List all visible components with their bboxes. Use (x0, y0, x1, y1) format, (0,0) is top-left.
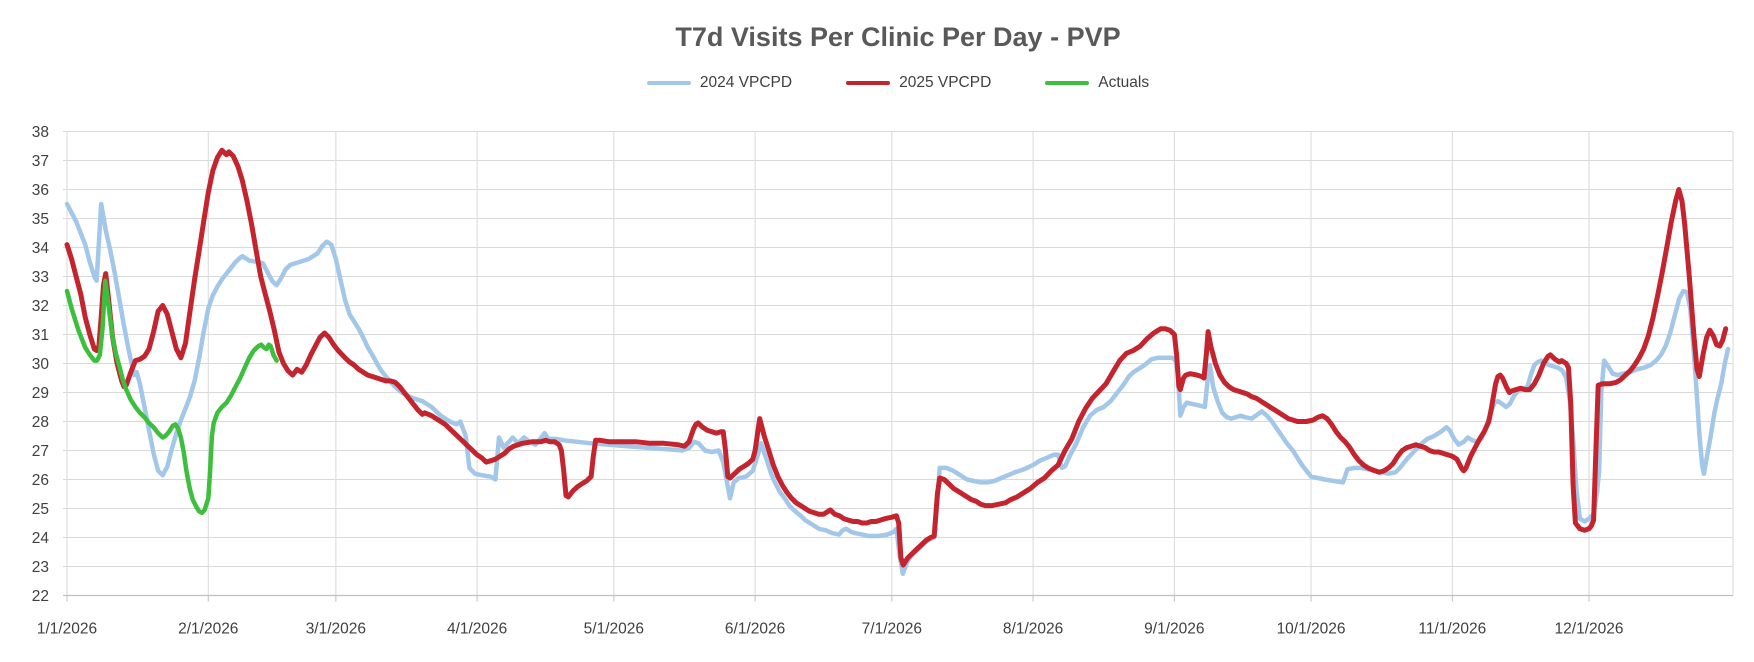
y-tick-label: 36 (32, 182, 49, 199)
y-tick-label: 27 (32, 443, 49, 460)
chart-title: T7d Visits Per Clinic Per Day - PVP (675, 22, 1121, 52)
x-tick-label: 1/1/2026 (37, 621, 97, 638)
y-tick-label: 22 (32, 588, 49, 605)
x-tick-label: 11/1/2026 (1418, 621, 1486, 638)
y-tick-label: 28 (32, 414, 49, 431)
x-tick-label: 10/1/2026 (1277, 621, 1346, 638)
series-line-2025-vpcpd (64, 147, 1729, 568)
x-tick-label: 7/1/2026 (862, 621, 922, 638)
x-tick-label: 4/1/2026 (447, 621, 507, 638)
y-tick-label: 34 (32, 240, 50, 257)
legend: 2024 VPCPD 2025 VPCPD Actuals (63, 74, 1733, 92)
legend-item-2025-vpcpd: 2025 VPCPD (846, 74, 991, 92)
legend-item-label: 2024 VPCPD (699, 74, 793, 91)
y-tick-label: 24 (32, 530, 50, 547)
series-line-actuals (64, 278, 279, 516)
x-tick-label: 6/1/2026 (725, 621, 785, 638)
x-tick-label: 3/1/2026 (306, 621, 366, 638)
y-tick-label: 25 (32, 501, 49, 518)
x-tick-label: 12/1/2026 (1555, 621, 1624, 638)
y-tick-label: 35 (32, 211, 49, 228)
legend-item-label: Actuals (1098, 74, 1150, 91)
y-tick-label: 30 (32, 356, 50, 373)
legend-item-2024-vpcpd: 2024 VPCPD (646, 74, 793, 92)
legend-line-swatch-icon (846, 80, 891, 86)
x-tick-label: 5/1/2026 (584, 621, 644, 638)
y-tick-label: 23 (32, 559, 49, 576)
y-tick-label: 38 (32, 124, 49, 141)
legend-line-swatch-icon (1045, 80, 1090, 86)
legend-item-label: 2025 VPCPD (899, 74, 992, 91)
legend-item-actuals: Actuals (1045, 74, 1149, 92)
legend-line-swatch-icon (646, 80, 691, 86)
y-tick-label: 33 (32, 269, 49, 286)
y-tick-label: 32 (32, 298, 49, 315)
y-tick-label: 26 (32, 472, 49, 489)
x-tick-label: 8/1/2026 (1003, 621, 1063, 638)
y-tick-label: 31 (32, 327, 49, 344)
x-tick-label: 9/1/2026 (1144, 621, 1204, 638)
x-tick-label: 2/1/2026 (178, 621, 238, 638)
y-tick-label: 37 (32, 153, 49, 170)
y-tick-label: 29 (32, 385, 49, 402)
